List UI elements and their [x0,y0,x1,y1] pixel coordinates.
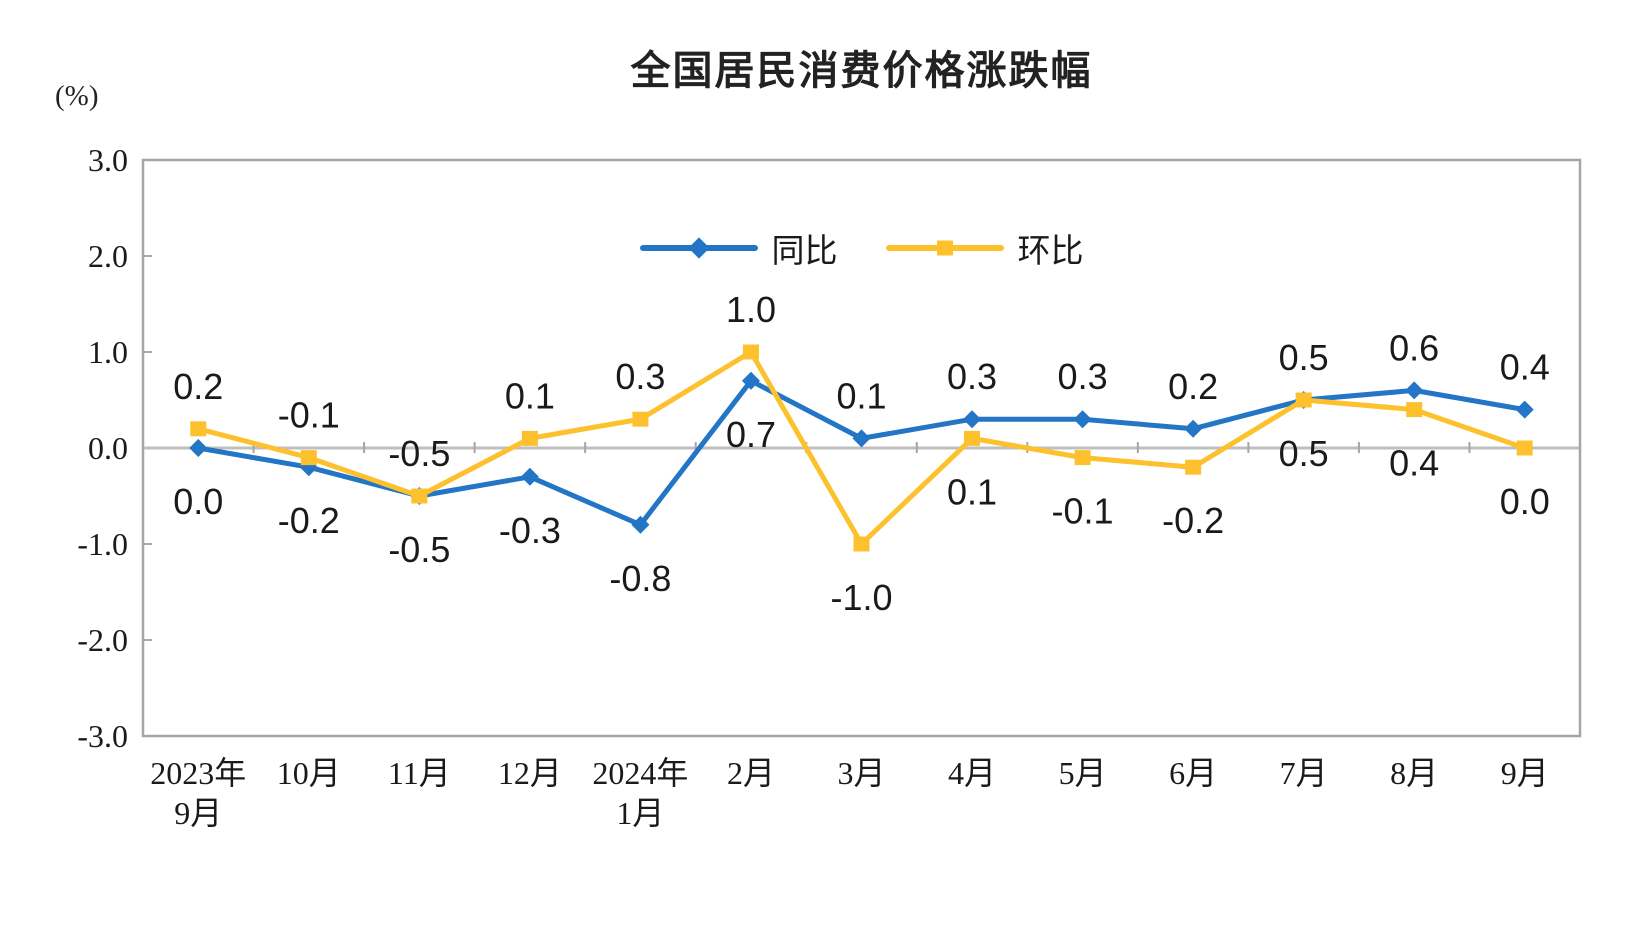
series-1-point-9 [1185,459,1202,475]
series-1-data-label: -0.1 [1052,491,1114,532]
series-0-data-label: 0.4 [1500,347,1550,388]
series-0-data-label: 0.5 [1279,337,1329,378]
series-0-data-label: 0.7 [726,414,776,455]
series-0-data-label: 0.3 [1058,356,1108,397]
mom-legend-label: 环比 [1017,232,1084,269]
series-1-data-label: 0.4 [1389,443,1439,484]
series-1-data-label: 0.5 [1279,433,1329,474]
y-tick-label: -2.0 [77,622,128,658]
yoy-legend-line [639,237,758,259]
chart-title: 全国居民消费价格涨跌幅 [630,49,1093,93]
series-1-point-11 [1406,402,1423,418]
series-0-point-0 [189,439,208,457]
series-0-point-9 [1184,419,1203,438]
series-0-data-label: 0.3 [947,356,997,397]
mom-legend-line [885,240,1004,256]
series-1-data-label: -0.5 [388,433,450,474]
series-1-point-0 [190,421,207,437]
series-1-data-label: 1.0 [726,289,776,330]
series-1-data-label: -0.2 [1162,500,1224,541]
series-0-point-11 [1405,381,1424,400]
y-tick-label: -1.0 [77,526,128,562]
series-0-point-8 [1073,410,1092,429]
series-1-data-label: 0.2 [173,366,223,407]
x-tick-label: 2月 [727,755,775,791]
series-1-point-8 [1074,450,1091,466]
series-1-point-12 [1516,440,1533,456]
series-1-point-10 [1295,392,1312,408]
series-1-point-7 [964,430,981,446]
series-1-point-3 [521,430,538,446]
series-0-point-12 [1515,400,1534,419]
series-0-point-5 [741,371,760,390]
series-0-data-label: 0.6 [1389,327,1439,368]
y-tick-label: 1.0 [88,334,128,370]
series-0-point-4 [631,515,650,534]
series-1-point-5 [742,344,759,360]
y-axis-unit-label: (%) [55,80,99,112]
series-0-data-label: -0.3 [499,510,561,551]
series-0-data-label: -0.5 [388,529,450,570]
series-1-point-2 [411,488,428,504]
x-tick-label: 4月 [948,755,996,791]
series-0-point-6 [852,429,871,448]
square-marker-icon [936,240,953,256]
yoy-legend-label: 同比 [771,232,838,269]
series-1-data-label: 0.1 [505,375,555,416]
y-tick-label: 0.0 [88,430,128,466]
series-1-data-label: -1.0 [830,577,892,618]
series-1-data-label: 0.3 [615,356,665,397]
x-tick-label: 9月 [1501,755,1549,791]
series-0-point-7 [963,410,982,429]
x-tick-label: 3月 [837,755,885,791]
legend-item-yoy: 同比 [639,224,838,272]
y-tick-label: 2.0 [88,238,128,274]
series-0-data-label: 0.2 [1168,366,1218,407]
series-0-point-3 [520,467,539,486]
series-1-point-6 [853,536,870,552]
legend-item-mom: 环比 [885,224,1084,272]
x-tick-label: 5月 [1059,755,1107,791]
x-tick-label: 2024年 [592,755,688,791]
series-1-point-4 [632,411,649,427]
x-tick-label: 12月 [498,755,562,791]
x-tick-label: 11月 [388,755,451,791]
series-1-data-label: 0.1 [947,471,997,512]
x-tick-label: 7月 [1280,755,1328,791]
y-tick-label: -3.0 [77,718,128,754]
x-tick-label: 9月 [174,795,222,831]
series-1-point-1 [300,450,317,466]
x-tick-label: 1月 [616,795,664,831]
series-0-data-label: -0.2 [278,500,340,541]
series-0-data-label: 0.1 [836,375,886,416]
legend: 同比 环比 [143,224,1580,272]
series-1-data-label: -0.1 [278,395,340,436]
series-0-data-label: 0.0 [173,481,223,522]
x-tick-label: 2023年 [150,755,246,791]
series-1-data-label: 0.0 [1500,481,1550,522]
x-tick-label: 10月 [277,755,341,791]
x-tick-label: 6月 [1169,755,1217,791]
y-tick-label: 3.0 [88,142,128,178]
x-tick-label: 8月 [1390,755,1438,791]
series-0-data-label: -0.8 [609,558,671,599]
